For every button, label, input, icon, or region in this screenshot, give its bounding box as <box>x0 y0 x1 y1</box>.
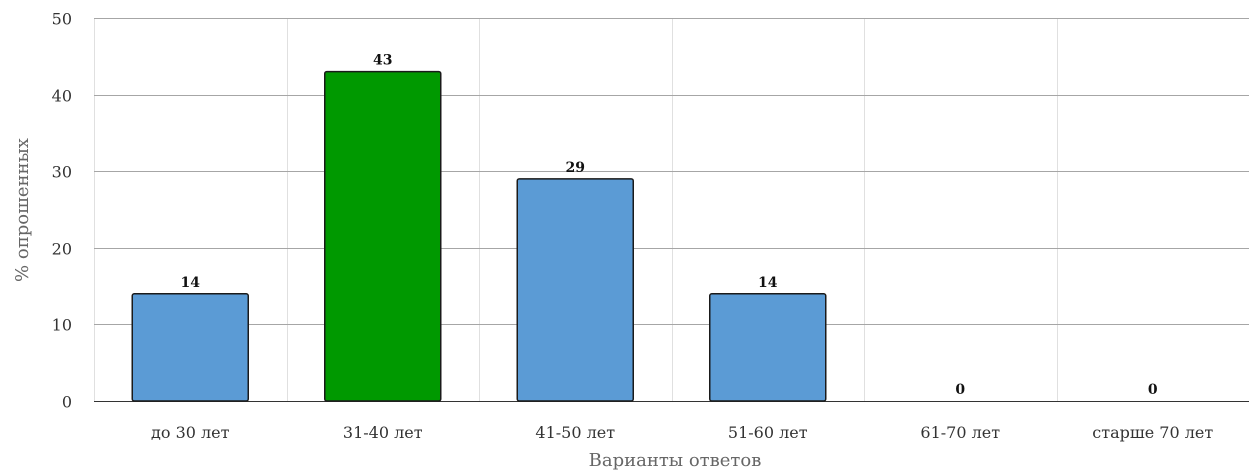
y-axis-title: % опрошенных <box>12 138 33 282</box>
bar <box>324 70 442 402</box>
vertical-gridlines <box>94 18 1058 401</box>
bar-value-label: 0 <box>955 382 965 398</box>
y-axis-tick-labels: 0 10 20 30 40 50 <box>52 10 72 412</box>
y-tick-label: 30 <box>52 163 72 182</box>
bar-value-label: 29 <box>566 160 585 176</box>
y-tick-label: 50 <box>52 10 72 29</box>
bar-value-label: 14 <box>758 275 778 291</box>
x-category-label: до 30 лет <box>151 423 230 442</box>
bar <box>131 293 249 402</box>
y-tick-label: 0 <box>62 393 72 412</box>
x-category-label: 31-40 лет <box>343 423 423 442</box>
bar-value-label: 0 <box>1148 382 1158 398</box>
x-category-label: 51-60 лет <box>728 423 808 442</box>
bar-value-label: 43 <box>373 53 392 69</box>
x-axis-title: Варианты ответов <box>589 450 762 471</box>
bar-value-label: 14 <box>181 275 201 291</box>
bars <box>131 70 827 402</box>
horizontal-gridlines <box>94 18 1249 402</box>
bar <box>709 293 827 402</box>
y-tick-label: 40 <box>52 87 72 106</box>
bar-value-labels: 14 43 29 14 0 0 <box>181 53 1158 398</box>
y-tick-label: 20 <box>52 240 72 259</box>
x-category-label: 61-70 лет <box>920 423 1000 442</box>
x-category-label: 41-50 лет <box>535 423 615 442</box>
x-category-label: старше 70 лет <box>1092 423 1213 442</box>
y-tick-label: 10 <box>52 316 72 335</box>
x-axis-category-labels: до 30 лет 31-40 лет 41-50 лет 51-60 лет 61-7… <box>151 423 1213 442</box>
bar <box>516 178 634 402</box>
